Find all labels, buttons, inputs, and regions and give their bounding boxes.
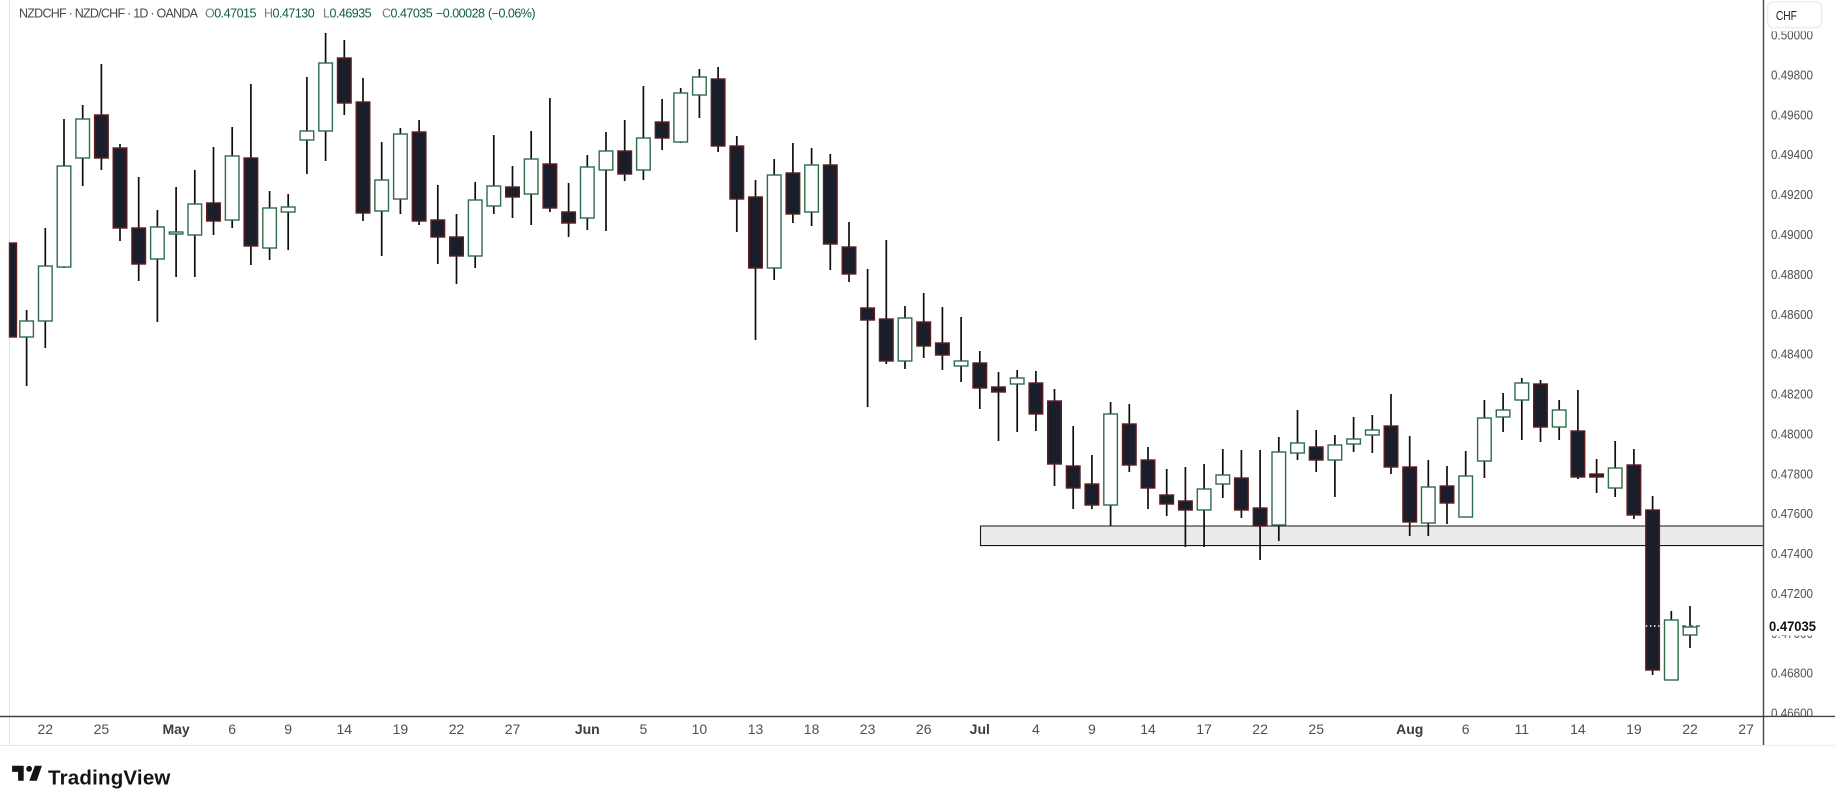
svg-text:14: 14 [1140, 721, 1156, 737]
svg-text:10: 10 [692, 721, 708, 737]
svg-text:4: 4 [1032, 721, 1040, 737]
svg-text:22: 22 [449, 721, 465, 737]
svg-text:0.47035: 0.47035 [1769, 619, 1816, 634]
svg-text:18: 18 [804, 721, 820, 737]
svg-text:6: 6 [228, 721, 236, 737]
svg-text:0.48000: 0.48000 [1771, 426, 1813, 441]
svg-text:0.47600: 0.47600 [1771, 506, 1813, 521]
svg-text:9: 9 [1088, 721, 1096, 737]
svg-text:0.49800: 0.49800 [1771, 68, 1813, 83]
svg-text:Jun: Jun [575, 721, 600, 737]
svg-text:May: May [162, 721, 189, 737]
svg-text:L0.46935: L0.46935 [323, 6, 372, 20]
svg-text:CHF: CHF [1776, 8, 1797, 23]
svg-text:11: 11 [1515, 721, 1530, 737]
svg-text:26: 26 [916, 721, 932, 737]
svg-text:Aug: Aug [1396, 721, 1423, 737]
svg-text:0.48200: 0.48200 [1771, 387, 1813, 402]
svg-text:0.47400: 0.47400 [1771, 546, 1813, 561]
svg-text:0.48400: 0.48400 [1771, 347, 1813, 362]
svg-text:23: 23 [860, 721, 876, 737]
svg-text:22: 22 [1252, 721, 1268, 737]
svg-text:−0.00028: −0.00028 [436, 6, 485, 20]
svg-text:0.49000: 0.49000 [1771, 227, 1813, 242]
svg-text:0.48800: 0.48800 [1771, 267, 1813, 282]
svg-text:O0.47015: O0.47015 [205, 6, 256, 20]
svg-text:13: 13 [748, 721, 764, 737]
svg-text:0.49200: 0.49200 [1771, 187, 1813, 202]
svg-text:0.47200: 0.47200 [1771, 586, 1813, 601]
svg-text:H0.47130: H0.47130 [264, 6, 315, 20]
svg-text:17: 17 [1196, 721, 1212, 737]
svg-text:25: 25 [94, 721, 110, 737]
svg-text:0.48600: 0.48600 [1771, 307, 1813, 322]
svg-text:22: 22 [1682, 721, 1698, 737]
svg-text:0.47800: 0.47800 [1771, 466, 1813, 481]
svg-text:9: 9 [284, 721, 292, 737]
svg-text:27: 27 [1738, 721, 1754, 737]
svg-text:TradingView: TradingView [48, 767, 171, 790]
svg-text:0.49600: 0.49600 [1771, 107, 1813, 122]
svg-text:14: 14 [1570, 721, 1586, 737]
svg-text:(−0.06%): (−0.06%) [488, 6, 535, 20]
svg-text:0.49400: 0.49400 [1771, 147, 1813, 162]
svg-text:NZDCHF · NZD/CHF · 1D · OANDA: NZDCHF · NZD/CHF · 1D · OANDA [19, 6, 199, 20]
svg-text:19: 19 [393, 721, 409, 737]
svg-text:5: 5 [640, 721, 648, 737]
svg-text:22: 22 [38, 721, 54, 737]
svg-text:0.46800: 0.46800 [1771, 666, 1813, 681]
svg-text:6: 6 [1462, 721, 1470, 737]
svg-text:27: 27 [505, 721, 521, 737]
svg-text:Jul: Jul [970, 721, 990, 737]
svg-text:C0.47035: C0.47035 [382, 6, 433, 20]
svg-text:19: 19 [1626, 721, 1642, 737]
svg-text:25: 25 [1308, 721, 1324, 737]
svg-text:14: 14 [337, 721, 353, 737]
svg-text:0.46600: 0.46600 [1771, 706, 1813, 721]
svg-text:0.50000: 0.50000 [1771, 28, 1813, 43]
